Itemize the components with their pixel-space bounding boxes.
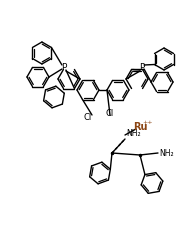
Text: P: P: [139, 63, 145, 71]
Text: NH₂: NH₂: [126, 129, 141, 138]
Text: P: P: [61, 63, 67, 71]
Text: Cl: Cl: [106, 109, 114, 118]
Text: Cl: Cl: [84, 113, 92, 121]
Text: NH₂: NH₂: [159, 149, 174, 157]
Text: ++: ++: [143, 120, 153, 125]
Text: Ru: Ru: [133, 122, 147, 132]
